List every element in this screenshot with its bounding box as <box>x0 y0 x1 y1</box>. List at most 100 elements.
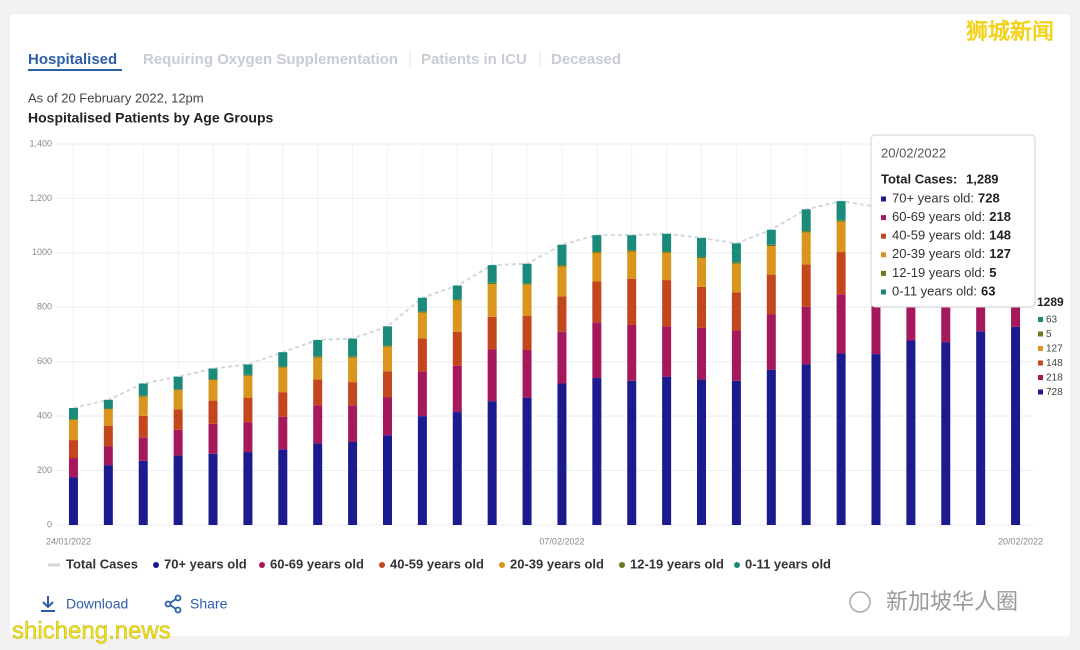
bar-segment <box>662 233 672 252</box>
bar-segment <box>522 284 532 316</box>
bar-segment <box>766 246 776 275</box>
bar-segment <box>243 364 253 375</box>
bar-segment <box>103 446 113 466</box>
legend-dot <box>379 562 385 568</box>
bar-segment <box>731 243 741 263</box>
bar-segment <box>487 284 497 317</box>
bar-segment <box>871 295 881 355</box>
bar-segment <box>417 297 427 312</box>
bar-segment <box>627 250 637 252</box>
bar-segment <box>173 389 183 391</box>
bar-segment <box>452 412 462 525</box>
tab[interactable]: Requiring Oxygen Supplementation <box>143 51 398 68</box>
tooltip-total-label: Total Cases: <box>881 171 957 186</box>
bar-segment <box>557 244 567 266</box>
share-icon <box>169 598 177 610</box>
tab[interactable]: Hospitalised <box>28 51 117 68</box>
bar-segment <box>173 390 183 410</box>
tab[interactable]: Deceased <box>551 51 621 68</box>
end-label: 127 <box>1046 344 1063 355</box>
legend-label: 12-19 years old <box>630 556 724 571</box>
bar-segment <box>348 382 358 406</box>
bar-segment <box>208 380 218 401</box>
y-tick-label: 600 <box>37 356 52 366</box>
end-swatch <box>1038 360 1043 366</box>
download-button[interactable]: Download <box>41 596 128 612</box>
share-label: Share <box>190 596 228 612</box>
share-icon <box>174 594 182 602</box>
bar-segment <box>313 443 323 525</box>
bar-segment <box>382 326 392 346</box>
legend-label: 20-39 years old <box>510 556 604 571</box>
plot: 0 200 400 600 800 1000 1,200 1,400 24/01/2022 07/… <box>29 138 1064 546</box>
bar-segment <box>592 281 602 323</box>
legend-dot <box>153 562 159 568</box>
bar-segment <box>452 365 462 413</box>
bar-segment <box>592 322 602 379</box>
y-tick-label: 1,200 <box>29 193 52 203</box>
bar-segment <box>68 407 78 420</box>
share-button[interactable]: Share <box>164 594 228 614</box>
bar-segment <box>243 422 253 453</box>
legend-dot <box>734 562 740 568</box>
bar-segment <box>731 292 741 331</box>
bar-segment <box>313 357 323 380</box>
tab[interactable]: Patients in ICU <box>421 51 527 68</box>
end-label: 218 <box>1046 373 1063 384</box>
bar-segment <box>801 232 811 265</box>
watermark: shicheng.news <box>12 617 171 644</box>
end-label: 728 <box>1046 387 1063 398</box>
bar-segment <box>208 400 218 424</box>
bar-segment <box>731 263 741 293</box>
bar-segment <box>487 316 497 350</box>
tooltip-row-value: 5 <box>989 265 996 280</box>
bar-segment <box>382 345 392 347</box>
bar-segment <box>173 429 183 456</box>
tooltip-title: 20/02/2022 <box>881 145 946 160</box>
bar-segment <box>487 282 497 285</box>
bar-segment <box>208 379 218 381</box>
bar-segment <box>208 368 218 380</box>
bar-segment <box>836 252 846 295</box>
legend-dot <box>259 562 265 568</box>
end-swatch <box>1038 317 1043 322</box>
bar-segment <box>417 312 427 339</box>
share-icon <box>164 600 172 608</box>
y-tick-label: 200 <box>37 465 52 475</box>
bar-segment <box>208 423 218 454</box>
bar-segment <box>522 397 532 525</box>
tooltip-row-value: 728 <box>978 190 1000 205</box>
bar-segment <box>662 326 672 377</box>
bar-segment <box>103 409 113 426</box>
legend-label: 60-69 years old <box>270 556 364 571</box>
bar-segment <box>697 237 707 257</box>
bar-segment <box>557 296 567 332</box>
bar-segment <box>348 441 358 525</box>
tooltip-box <box>870 134 1036 308</box>
bar-segment <box>138 415 148 438</box>
tooltip-row-label: 12-19 years old: <box>892 265 985 280</box>
bar-segment <box>173 409 183 430</box>
bar-segment <box>278 367 288 393</box>
bar-segment <box>801 231 811 233</box>
tooltip-row-label: 20-39 years old: <box>892 246 985 261</box>
bar-segment <box>103 399 113 409</box>
bar-segment <box>697 256 707 259</box>
bar-segment <box>278 392 288 417</box>
bar-segment <box>941 284 951 343</box>
bar-segment <box>766 369 776 525</box>
tooltip-row-value: 218 <box>989 209 1011 224</box>
bar-segment <box>662 252 672 281</box>
bar-segment <box>662 280 672 327</box>
tooltip-row-value: 63 <box>981 283 995 298</box>
x-tick-label: 07/02/2022 <box>539 536 584 546</box>
bar-segment <box>173 376 183 390</box>
bar-segment <box>243 452 253 525</box>
bar-segment <box>522 263 532 284</box>
bar-segment <box>138 460 148 525</box>
bar-segment <box>836 220 846 222</box>
tooltip: 20/02/2022 Total Cases: 1,289 70+ years old… <box>870 134 1036 308</box>
tooltip-swatch <box>881 196 886 202</box>
bar-segment <box>348 357 358 383</box>
bar-segment <box>731 380 741 525</box>
